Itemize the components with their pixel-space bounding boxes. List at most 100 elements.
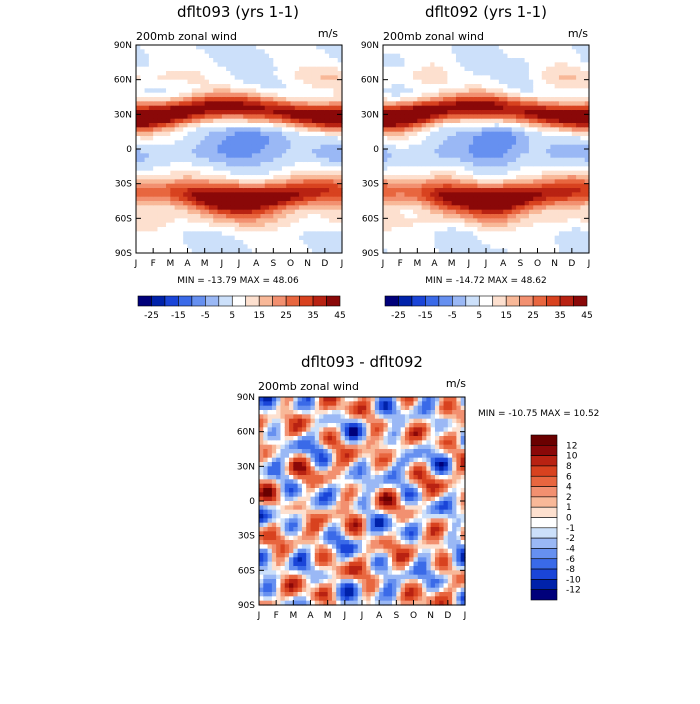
- field-cell: [555, 45, 560, 50]
- field-cell: [499, 201, 504, 206]
- field-cell: [316, 214, 321, 219]
- field-cell: [136, 119, 141, 124]
- field-cell: [205, 205, 210, 210]
- field-cell: [157, 218, 162, 223]
- field-cell: [235, 175, 240, 180]
- field-cell: [136, 223, 141, 228]
- field-cell: [268, 596, 273, 601]
- field-cell: [387, 84, 392, 89]
- field-cell: [179, 49, 184, 54]
- field-cell: [209, 88, 214, 93]
- field-cell: [426, 58, 431, 63]
- field-cell: [465, 236, 470, 241]
- y-tick-label: 90S: [362, 249, 379, 259]
- field-cell: [153, 45, 158, 50]
- field-cell: [218, 49, 223, 54]
- field-cell: [282, 162, 287, 167]
- field-cell: [175, 101, 180, 106]
- field-cell: [157, 188, 162, 193]
- field-cell: [149, 71, 154, 76]
- field-cell: [439, 149, 444, 154]
- field-cell: [559, 175, 564, 180]
- field-cell: [460, 149, 465, 154]
- field-cell: [235, 71, 240, 76]
- field-cell: [157, 93, 162, 98]
- field-cell: [430, 179, 435, 184]
- field-cell: [482, 166, 487, 171]
- field-cell: [278, 153, 283, 158]
- colorbar-label: -25: [144, 311, 159, 321]
- field-cell: [400, 184, 405, 189]
- field-cell: [136, 136, 141, 141]
- field-cell: [265, 223, 270, 228]
- field-cell: [447, 123, 452, 128]
- field-cell: [512, 45, 517, 50]
- field-cell: [213, 132, 218, 137]
- field-cell: [409, 166, 414, 171]
- field-cell: [392, 75, 397, 80]
- field-cell: [512, 88, 517, 93]
- field-cell: [576, 166, 581, 171]
- field-cell: [550, 80, 555, 85]
- field-cell: [248, 236, 253, 241]
- field-cell: [469, 62, 474, 67]
- field-cell: [559, 205, 564, 210]
- field-cell: [200, 231, 205, 236]
- field-cell: [256, 149, 261, 154]
- field-cell: [572, 110, 577, 115]
- field-cell: [460, 210, 465, 215]
- field-cell: [426, 110, 431, 115]
- field-cell: [200, 101, 205, 106]
- field-cell: [422, 67, 427, 72]
- field-cell: [157, 114, 162, 119]
- field-cell: [230, 188, 235, 193]
- field-cell: [325, 49, 330, 54]
- field-cell: [149, 197, 154, 202]
- panel-3-subtitle: 200mb zonal wind: [258, 380, 359, 393]
- field-cell: [329, 49, 334, 54]
- field-cell: [157, 45, 162, 50]
- field-cell: [555, 132, 560, 137]
- field-cell: [447, 136, 452, 141]
- field-cell: [273, 49, 278, 54]
- field-cell: [430, 153, 435, 158]
- field-cell: [260, 145, 265, 150]
- field-cell: [166, 201, 171, 206]
- field-cell: [265, 231, 270, 236]
- field-cell: [286, 145, 291, 150]
- field-cell: [226, 71, 231, 76]
- field-cell: [409, 210, 414, 215]
- field-cell: [576, 80, 581, 85]
- field-cell: [200, 84, 205, 89]
- field-cell: [525, 140, 530, 145]
- field-cell: [268, 397, 273, 402]
- field-cell: [291, 192, 296, 197]
- field-cell: [268, 471, 273, 476]
- field-cell: [568, 49, 573, 54]
- field-cell: [452, 119, 457, 124]
- field-cell: [542, 149, 547, 154]
- field-cell: [396, 80, 401, 85]
- field-cell: [430, 223, 435, 228]
- field-cell: [239, 201, 244, 206]
- field-cell: [409, 149, 414, 154]
- field-cell: [188, 205, 193, 210]
- field-cell: [243, 84, 248, 89]
- field-cell: [162, 75, 167, 80]
- field-cell: [525, 218, 530, 223]
- field-cell: [157, 101, 162, 106]
- field-cell: [507, 84, 512, 89]
- field-cell: [477, 175, 482, 180]
- field-cell: [299, 140, 304, 145]
- field-cell: [439, 84, 444, 89]
- field-cell: [222, 179, 227, 184]
- field-cell: [252, 119, 257, 124]
- field-cell: [272, 575, 277, 580]
- field-cell: [473, 205, 478, 210]
- field-cell: [568, 171, 573, 176]
- field-cell: [486, 71, 491, 76]
- field-cell: [503, 240, 508, 245]
- field-cell: [542, 227, 547, 232]
- field-cell: [268, 497, 273, 502]
- field-cell: [272, 475, 277, 480]
